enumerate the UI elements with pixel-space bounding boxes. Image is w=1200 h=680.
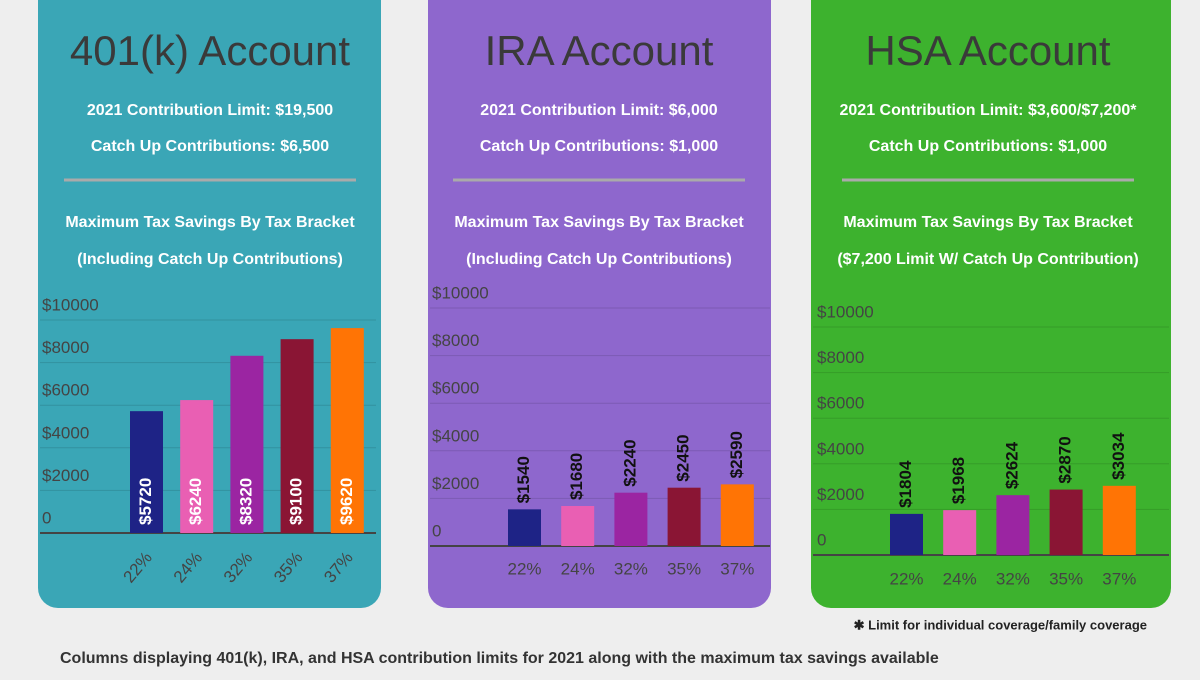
y-tick-label: $8000 <box>432 331 479 350</box>
contribution-limit: 2021 Contribution Limit: $6,000 <box>480 102 717 119</box>
y-tick-label: $8000 <box>817 348 864 367</box>
y-tick-label: 0 <box>817 530 826 549</box>
x-tick-label: 22% <box>507 559 541 578</box>
value-label: $1540 <box>514 456 533 503</box>
bar <box>943 510 977 555</box>
x-tick-label: 24% <box>561 559 595 578</box>
value-label: $3034 <box>1109 432 1128 480</box>
x-tick-label: 37% <box>720 559 754 578</box>
footnote: ✱ Limit for individual coverage/family c… <box>854 617 1147 632</box>
y-tick-label: 0 <box>42 508 51 527</box>
x-tick-label: 35% <box>1049 569 1083 588</box>
y-tick-label: $6000 <box>42 381 89 400</box>
value-label: $2240 <box>620 439 639 486</box>
bar <box>996 495 1030 555</box>
catch-up: Catch Up Contributions: $1,000 <box>480 138 718 155</box>
bar <box>890 513 923 555</box>
y-tick-label: $2000 <box>42 466 89 485</box>
chart-subtitle: ($7,200 Limit W/ Catch Up Contribution) <box>837 251 1138 268</box>
y-tick-label: $6000 <box>817 394 864 413</box>
catch-up: Catch Up Contributions: $6,500 <box>91 138 329 155</box>
x-tick-label: 32% <box>614 559 648 578</box>
value-label: $2624 <box>1002 441 1021 489</box>
bar <box>280 339 314 533</box>
chart-title: Maximum Tax Savings By Tax Bracket <box>843 214 1133 231</box>
y-tick-label: $8000 <box>42 338 89 357</box>
chart-title: Maximum Tax Savings By Tax Bracket <box>65 214 355 231</box>
value-label: $8320 <box>236 478 255 525</box>
y-tick-label: $4000 <box>817 439 864 458</box>
contribution-limit: 2021 Contribution Limit: $19,500 <box>87 102 333 119</box>
y-tick-label: $10000 <box>432 283 489 302</box>
bar <box>614 492 648 546</box>
x-tick-label: 32% <box>996 569 1030 588</box>
y-tick-label: $4000 <box>42 423 89 442</box>
bar <box>720 484 754 546</box>
value-label: $1968 <box>949 457 968 504</box>
y-tick-label: $10000 <box>817 302 874 321</box>
bar <box>667 487 701 546</box>
panel <box>811 0 1171 608</box>
x-tick-label: 37% <box>1102 569 1136 588</box>
panel-title: HSA Account <box>865 27 1110 74</box>
value-label: $1804 <box>896 460 915 508</box>
bar <box>508 509 541 546</box>
value-label: $5720 <box>136 478 155 525</box>
caption: Columns displaying 401(k), IRA, and HSA … <box>60 650 939 667</box>
y-tick-label: $10000 <box>42 295 99 314</box>
x-tick-label: 22% <box>889 569 923 588</box>
contribution-limit: 2021 Contribution Limit: $3,600/$7,200* <box>840 102 1138 119</box>
chart-subtitle: (Including Catch Up Contributions) <box>77 251 343 268</box>
y-tick-label: 0 <box>432 521 441 540</box>
bar <box>1049 489 1083 555</box>
bar <box>130 411 163 533</box>
y-tick-label: $4000 <box>432 426 479 445</box>
bar <box>330 328 364 533</box>
panel <box>428 0 771 608</box>
value-label: $2450 <box>674 434 693 481</box>
bar <box>230 355 264 533</box>
bar <box>180 400 214 533</box>
value-label: $9620 <box>337 478 356 525</box>
y-tick-label: $2000 <box>432 474 479 493</box>
catch-up: Catch Up Contributions: $1,000 <box>869 138 1107 155</box>
y-tick-label: $2000 <box>817 485 864 504</box>
value-label: $2590 <box>727 431 746 478</box>
chart-subtitle: (Including Catch Up Contributions) <box>466 251 732 268</box>
value-label: $2870 <box>1056 436 1075 483</box>
value-label: $1680 <box>567 453 586 500</box>
panel-title: IRA Account <box>485 27 714 74</box>
value-label: $6240 <box>186 478 205 525</box>
bar <box>1102 485 1136 555</box>
chart-title: Maximum Tax Savings By Tax Bracket <box>454 214 744 231</box>
panel-title: 401(k) Account <box>70 27 350 74</box>
bar <box>561 506 595 546</box>
value-label: $9100 <box>287 478 306 525</box>
x-tick-label: 35% <box>667 559 701 578</box>
y-tick-label: $6000 <box>432 379 479 398</box>
x-tick-label: 24% <box>943 569 977 588</box>
